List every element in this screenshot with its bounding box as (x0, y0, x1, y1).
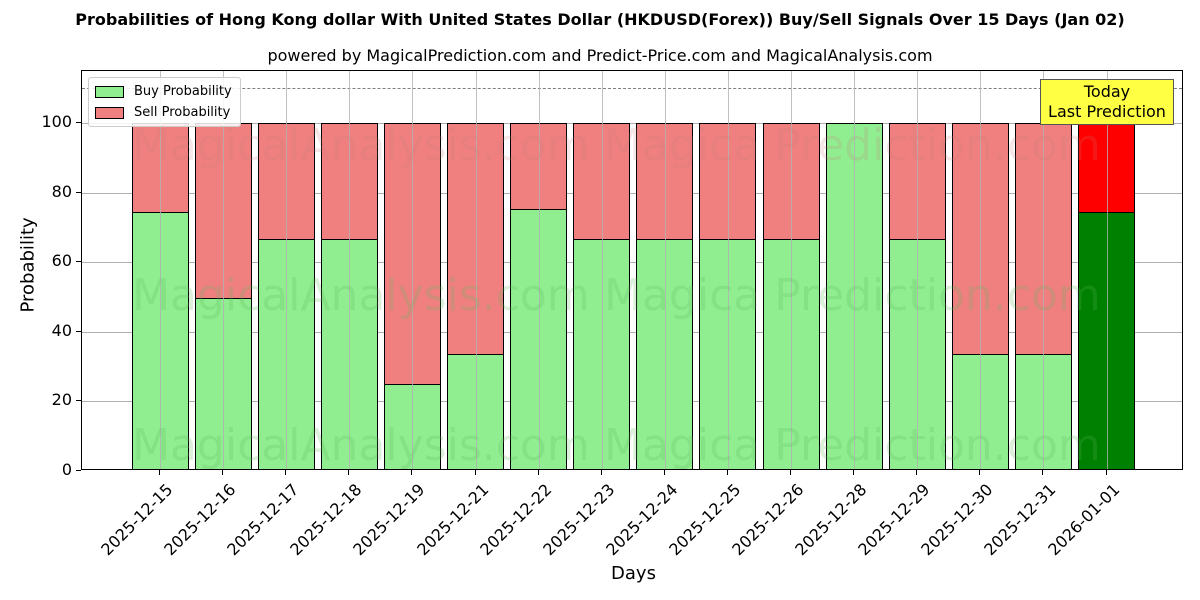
gridline-vertical (1043, 71, 1045, 469)
x-tick-mark (916, 470, 918, 475)
x-tick-mark (726, 470, 728, 475)
buy-swatch-icon (95, 85, 124, 98)
x-tick-mark (663, 470, 665, 475)
x-tick-mark (790, 470, 791, 475)
chart-subtitle: powered by MagicalPrediction.com and Pre… (267, 46, 933, 65)
x-tick-mark (1105, 470, 1107, 475)
y-tick-label: 80 (51, 181, 72, 201)
legend-sell-label: Sell Probability (134, 105, 231, 120)
y-tick-mark (76, 191, 81, 193)
gridline-vertical (664, 71, 666, 469)
gridline-vertical (854, 71, 856, 469)
gridline-vertical (538, 71, 540, 469)
x-tick-mark (1042, 470, 1044, 475)
gridline-horizontal (82, 192, 1182, 194)
gridline-vertical (223, 71, 225, 469)
y-tick-mark (76, 470, 81, 471)
y-tick-mark (76, 400, 81, 402)
x-tick-mark (411, 470, 413, 475)
y-tick-label: 0 (61, 460, 72, 479)
gridline-horizontal (82, 401, 1182, 403)
x-axis-label: Days (611, 563, 656, 584)
gridline-vertical (160, 71, 161, 469)
y-tick-label: 20 (51, 390, 72, 410)
gridline-vertical (917, 71, 919, 469)
x-tick-mark (853, 470, 855, 475)
gridline-horizontal (82, 123, 1182, 125)
legend-item-sell: Sell Probability (95, 102, 232, 123)
x-tick-mark (474, 470, 476, 475)
y-tick-label: 60 (51, 251, 72, 271)
gridline-vertical (412, 71, 414, 469)
sell-swatch-icon (95, 106, 124, 119)
x-tick-mark (979, 470, 981, 475)
gridline-vertical (601, 71, 603, 469)
reference-line (82, 88, 1182, 90)
today-annotation: Today Last Prediction (1040, 79, 1174, 125)
x-tick-mark (600, 470, 602, 475)
gridline-vertical (1106, 71, 1108, 469)
annotation-line1: Today (1083, 82, 1131, 101)
x-tick-mark (159, 470, 160, 475)
legend: Buy Probability Sell Probability (88, 77, 241, 127)
y-tick-mark (76, 330, 81, 332)
y-tick-mark (76, 122, 81, 124)
gridline-vertical (475, 71, 477, 469)
x-tick-mark (222, 470, 224, 475)
legend-buy-label: Buy Probability (134, 84, 232, 99)
plot-area: MagicalAnalysis.com Magica Prediction.com… (81, 70, 1183, 470)
x-tick-mark (348, 470, 350, 475)
gridline-horizontal (82, 262, 1182, 264)
gridline-vertical (727, 71, 729, 469)
gridline-vertical (980, 71, 982, 469)
legend-item-buy: Buy Probability (95, 81, 232, 102)
gridline-horizontal (82, 331, 1182, 333)
y-axis-label: Probability (17, 217, 39, 313)
gridline-vertical (349, 71, 351, 469)
y-tick-mark (76, 261, 81, 263)
gridline-vertical (791, 71, 792, 469)
y-tick-label: 40 (51, 320, 72, 340)
chart-title: Probabilities of Hong Kong dollar With U… (75, 10, 1125, 29)
annotation-line2: Last Prediction (1048, 102, 1166, 121)
y-tick-label: 100 (41, 112, 72, 132)
x-tick-mark (285, 470, 287, 475)
x-tick-mark (537, 470, 539, 475)
gridline-vertical (286, 71, 288, 469)
